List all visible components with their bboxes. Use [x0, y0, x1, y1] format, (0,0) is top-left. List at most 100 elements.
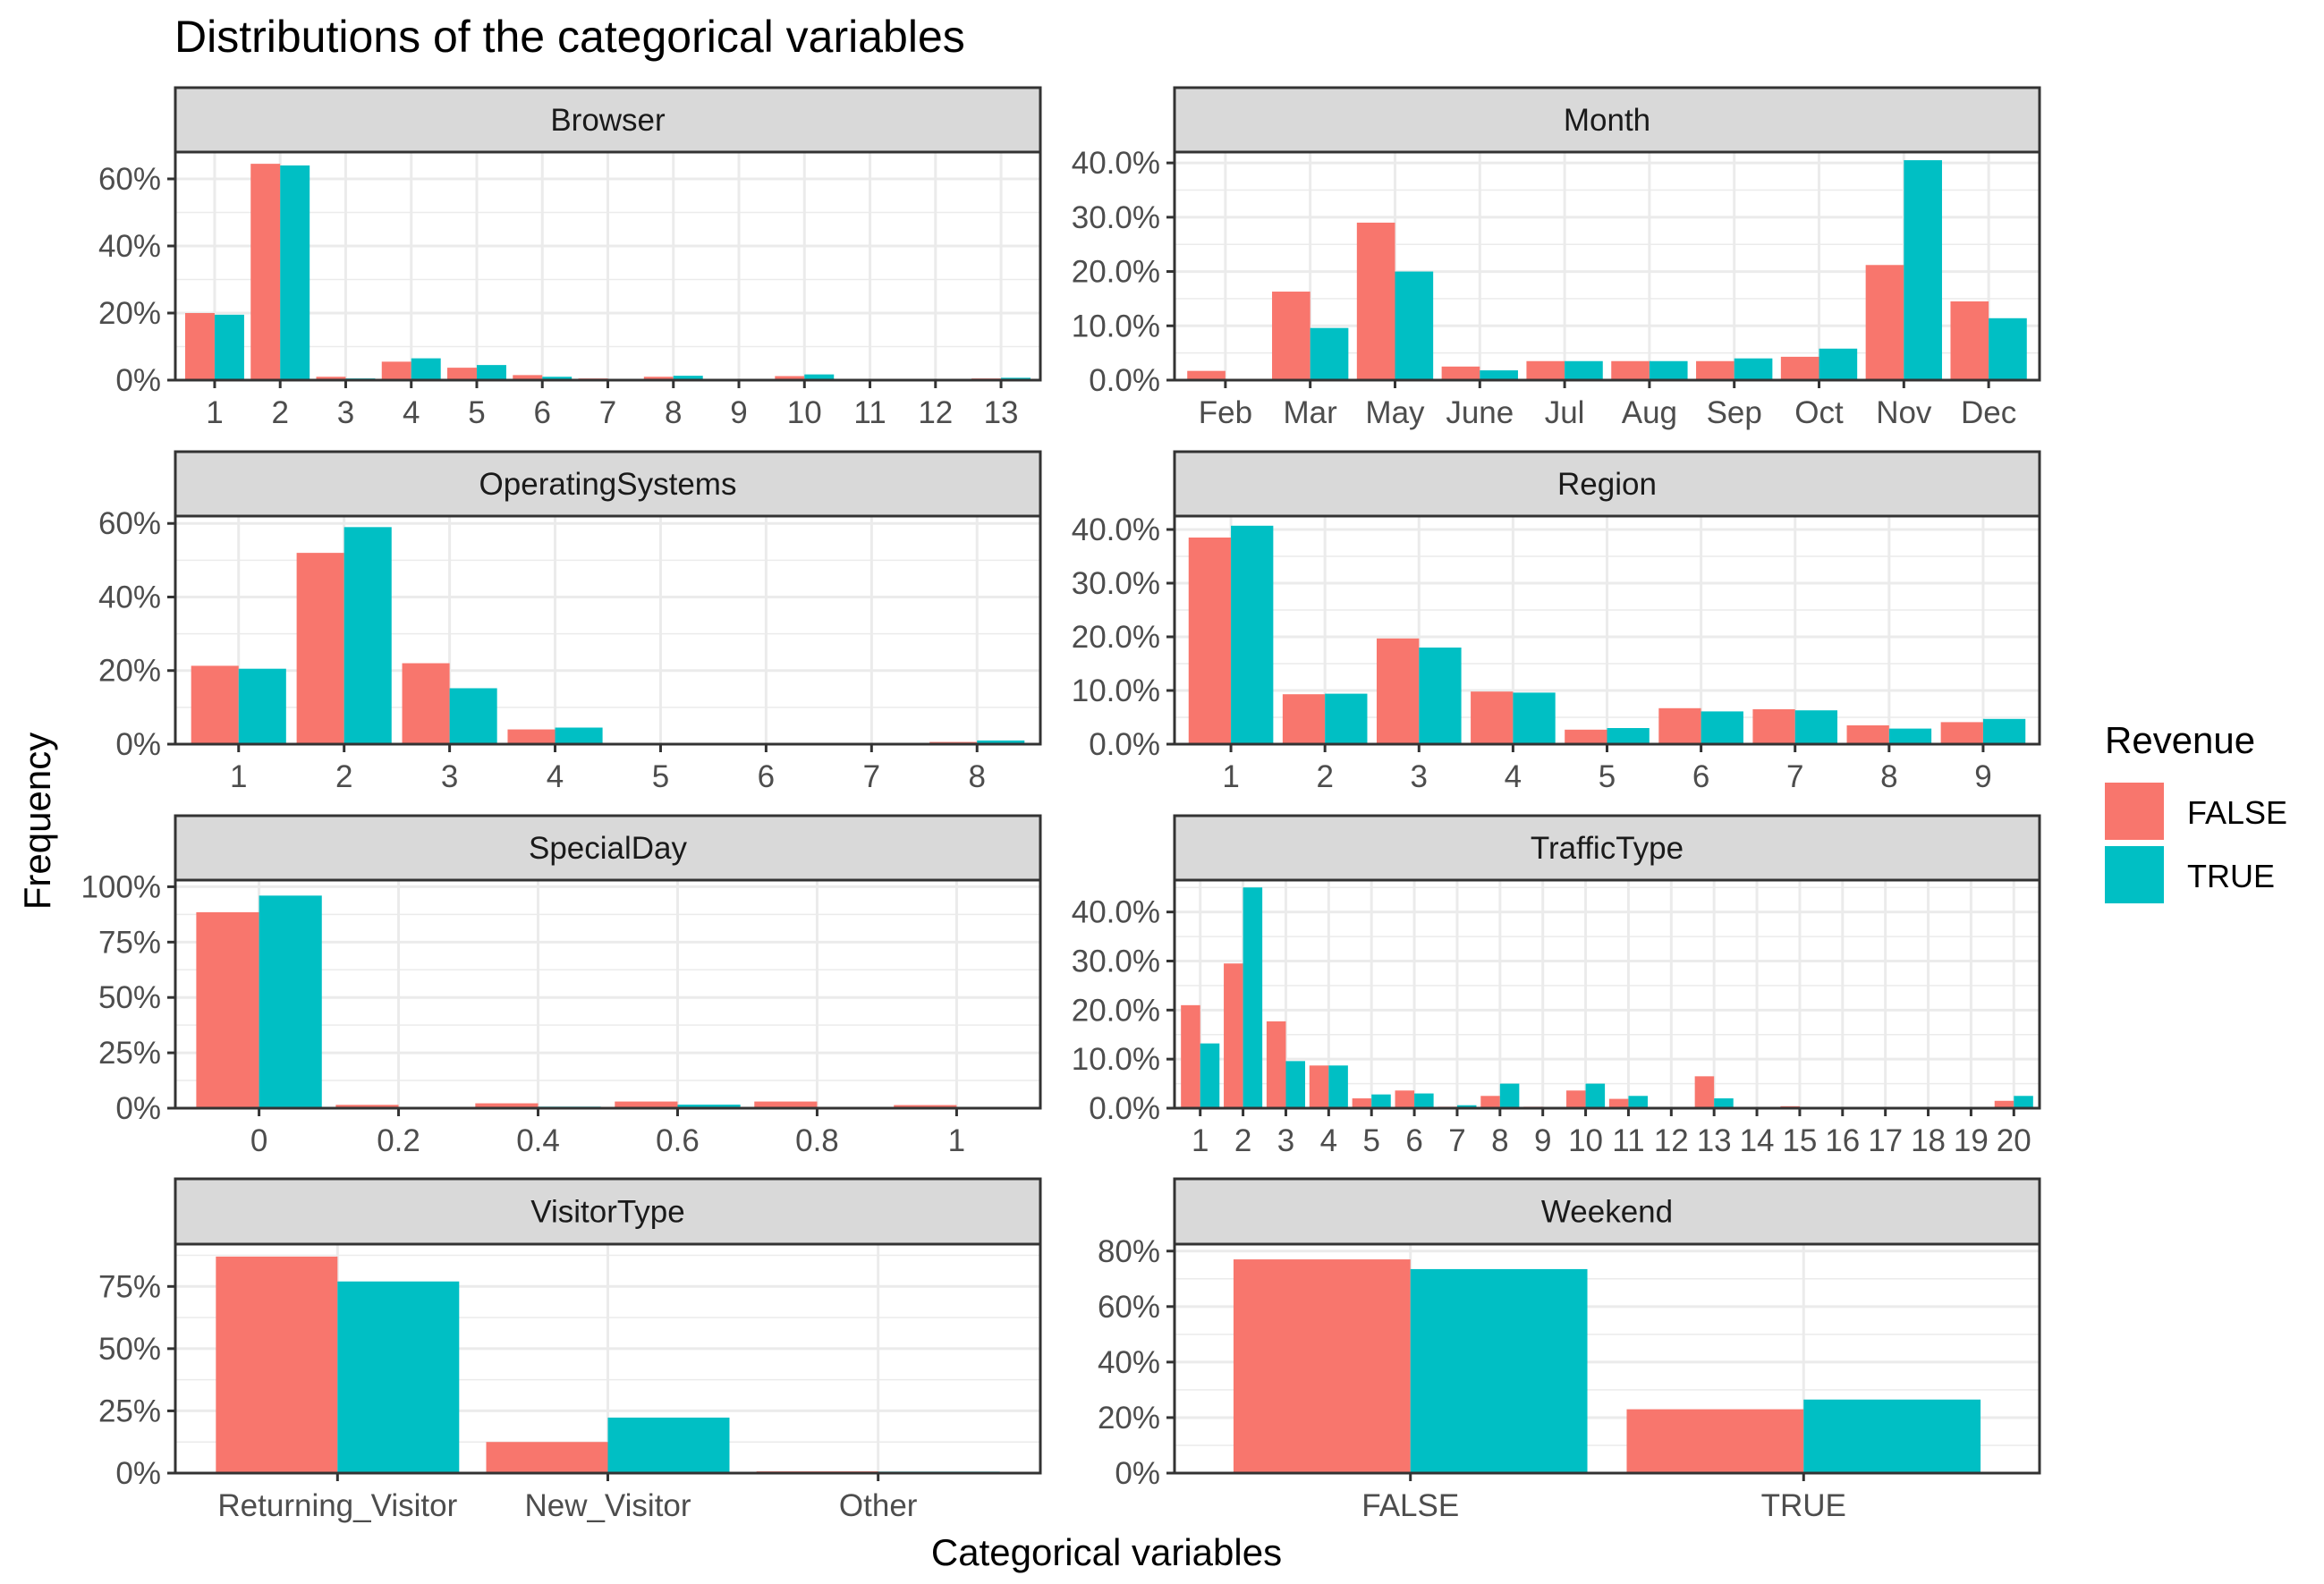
x-tick-label: 4: [1320, 1123, 1337, 1158]
bar-false-2: [250, 164, 281, 380]
x-tick-label: Oct: [1794, 395, 1844, 430]
x-tick-label: 0.4: [516, 1123, 560, 1158]
facet-panel-month: Month 0.0% 10.0% 20.0% 30.0% 40.0% Feb Mar May Ju…: [1072, 86, 2041, 430]
y-tick-label: 0.0%: [1089, 727, 1160, 762]
bar-false-0: [196, 911, 259, 1108]
bar-true-Oct: [1819, 348, 1858, 380]
bar-false-0.6: [615, 1101, 678, 1108]
bar-true-4: [1513, 692, 1556, 744]
bar-false-0.2: [335, 1105, 399, 1108]
legend-key-false: [2105, 783, 2164, 840]
x-tick-label: 1: [1222, 759, 1239, 794]
facet-strip: [174, 86, 1042, 154]
x-tick-label: 3: [441, 759, 458, 794]
bar-false-Aug: [1611, 360, 1650, 380]
y-tick-label: 20%: [98, 296, 161, 331]
facet-panel-visitortype: VisitorType 0% 25% 50% 75% Returning_Visitor N…: [98, 1177, 1042, 1523]
x-tick-label: Feb: [1199, 395, 1252, 430]
y-tick-label: 30.0%: [1072, 944, 1160, 978]
bar-true-Jul: [1565, 360, 1603, 380]
bar-true-0: [259, 895, 322, 1108]
facet-panel-specialday: SpecialDay 0% 25% 50% 75% 100% 0 0.2 0.4 0.6 0.8 1: [81, 814, 1042, 1158]
facet-panel-region: Region 0.0% 10.0% 20.0% 30.0% 40.0% 1 2 3 4 5 6 7 8 9: [1072, 450, 2041, 794]
bar-false-4: [381, 361, 411, 380]
bar-true-8: [673, 376, 703, 380]
x-tick-label: 20: [1997, 1123, 2031, 1158]
y-tick-label: 40%: [98, 229, 161, 264]
bar-false-TRUE: [1626, 1409, 1804, 1473]
bar-true-5: [1607, 728, 1650, 744]
facet-strip-label: Month: [1564, 103, 1650, 138]
bar-false-2: [296, 553, 344, 744]
bar-false-Oct: [1780, 356, 1819, 380]
y-tick-label: 60%: [98, 506, 161, 541]
bar-true-8: [1499, 1083, 1520, 1108]
bar-false-New_Visitor: [486, 1442, 608, 1473]
facet-strip-label: Browser: [550, 103, 666, 138]
bar-true-4: [411, 358, 441, 380]
bar-false-1: [1181, 1004, 1200, 1108]
bar-false-11: [1608, 1098, 1629, 1108]
bar-false-May: [1356, 222, 1395, 380]
legend-title: Revenue: [2105, 719, 2255, 761]
bar-false-Returning_Visitor: [216, 1256, 338, 1473]
x-tick-label: FALSE: [1361, 1488, 1459, 1523]
x-tick-label: 13: [984, 395, 1019, 430]
x-axis-title: Categorical variables: [931, 1531, 1282, 1573]
bar-false-FALSE: [1233, 1259, 1411, 1473]
bar-true-4: [555, 727, 603, 744]
y-tick-label: 10.0%: [1072, 1042, 1160, 1077]
x-tick-label: 6: [1405, 1123, 1422, 1158]
bar-false-June: [1441, 366, 1480, 380]
bar-true-3: [1419, 648, 1462, 744]
bar-false-3: [402, 663, 450, 744]
x-tick-label: 8: [665, 395, 682, 430]
bar-true-10: [1585, 1083, 1606, 1108]
x-tick-label: 1: [1192, 1123, 1209, 1158]
facet-strip: [1173, 450, 2041, 518]
bar-false-0.4: [475, 1103, 539, 1108]
x-tick-label: Jul: [1545, 395, 1585, 430]
bar-true-7: [1456, 1105, 1477, 1108]
x-tick-label: 10: [1568, 1123, 1603, 1158]
x-tick-label: 11: [1612, 1123, 1644, 1158]
bar-true-13: [1714, 1098, 1734, 1108]
bar-true-8: [1888, 728, 1932, 744]
bar-false-8: [1846, 725, 1889, 744]
bar-false-4: [1471, 691, 1514, 744]
y-tick-label: 0%: [115, 363, 161, 398]
bar-true-10: [804, 374, 835, 380]
x-tick-label: 9: [730, 395, 747, 430]
y-tick-label: 20%: [1098, 1401, 1160, 1436]
y-tick-label: 40.0%: [1072, 146, 1160, 181]
y-tick-label: 60%: [98, 162, 161, 197]
y-tick-label: 50%: [98, 980, 161, 1015]
bar-false-0.8: [754, 1101, 818, 1108]
y-tick-label: 75%: [98, 925, 161, 960]
facet-strip: [174, 450, 1042, 518]
y-axis-title: Frequency: [16, 733, 58, 910]
x-tick-label: Aug: [1622, 395, 1677, 430]
y-tick-label: 0%: [115, 1091, 161, 1126]
x-tick-label: 15: [1782, 1123, 1817, 1158]
bar-true-Aug: [1649, 360, 1688, 380]
facet-strip-label: OperatingSystems: [479, 467, 737, 502]
facet-panel-weekend: Weekend 0% 20% 40% 60% 80% FALSE TRUE: [1098, 1177, 2041, 1523]
bar-false-8: [643, 377, 674, 380]
x-tick-label: 3: [1411, 759, 1428, 794]
x-tick-label: 16: [1825, 1123, 1860, 1158]
facet-strip-label: VisitorType: [530, 1195, 685, 1230]
bar-true-2: [280, 165, 310, 380]
facet-strip: [174, 814, 1042, 882]
bar-false-1: [894, 1105, 957, 1108]
x-tick-label: 0.8: [795, 1123, 839, 1158]
y-tick-label: 50%: [98, 1332, 161, 1367]
chart-title: Distributions of the categorical variabl…: [174, 12, 965, 62]
facet-strip-label: SpecialDay: [529, 831, 688, 866]
y-tick-label: 20.0%: [1072, 255, 1160, 290]
y-tick-label: 0%: [1115, 1456, 1160, 1491]
bar-true-June: [1480, 370, 1518, 380]
bar-true-2: [344, 527, 392, 744]
